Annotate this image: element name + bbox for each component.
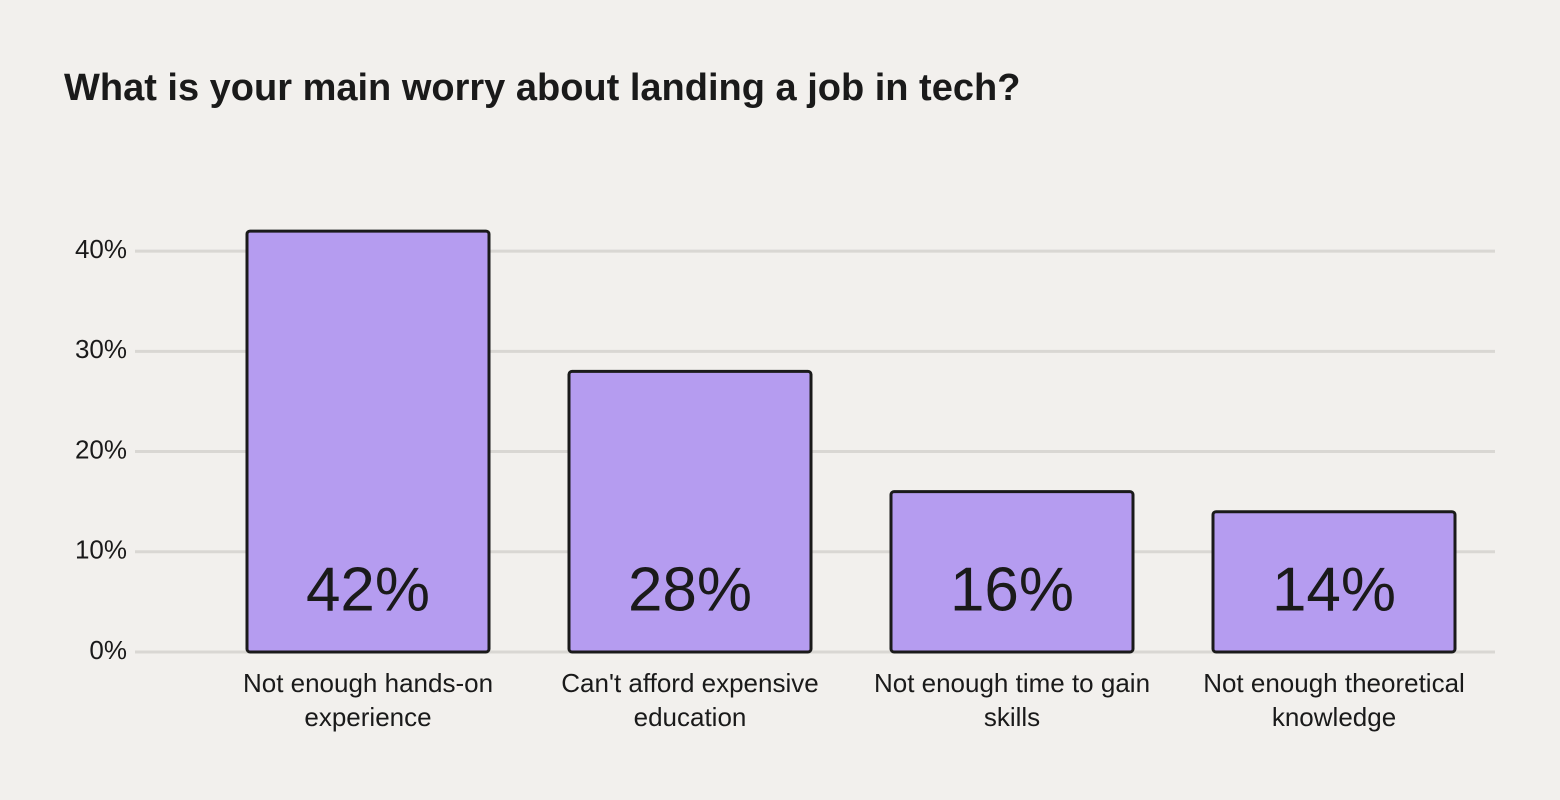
value-label: 16% [950, 555, 1074, 624]
value-label: 42% [306, 555, 430, 624]
y-tick-label: 0% [89, 635, 127, 665]
y-tick-label: 30% [75, 334, 127, 364]
value-label: 28% [628, 555, 752, 624]
x-tick-label: Not enough time to gain skills [873, 668, 1151, 732]
y-tick-label: 40% [75, 234, 127, 264]
x-tick-label: Can't afford expensive education [561, 668, 819, 732]
y-tick-label: 20% [75, 434, 127, 464]
bar [1211, 510, 1457, 654]
bar [889, 490, 1135, 654]
x-tick-label: Not enough theoretical knowledge [1203, 668, 1465, 732]
y-tick-label: 10% [75, 535, 127, 565]
chart-title: What is your main worry about landing a … [64, 67, 1020, 109]
x-tick-label: Not enough hands-on experience [242, 668, 494, 732]
bar [245, 229, 491, 654]
value-label: 14% [1272, 555, 1396, 624]
bar [567, 369, 813, 654]
